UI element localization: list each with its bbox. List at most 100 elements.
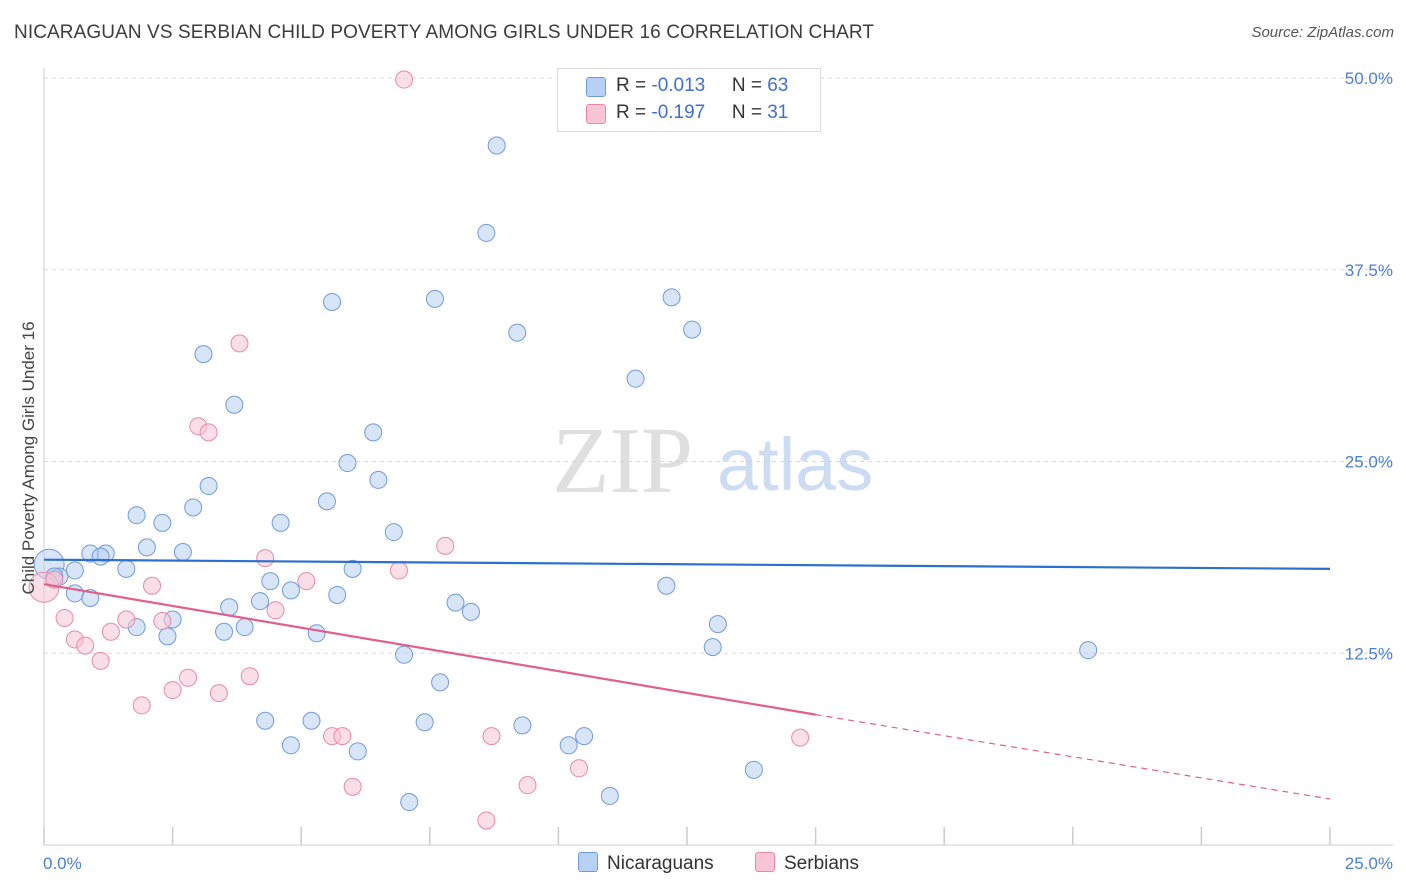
data-point-nicaraguans: [477, 223, 496, 242]
bottom-legend-label-nicaraguans: Nicaraguans: [607, 853, 714, 874]
data-point-nicaraguans: [281, 736, 300, 755]
data-point-serbians: [101, 622, 120, 641]
data-point-serbians: [55, 608, 74, 627]
data-point-nicaraguans: [508, 323, 527, 342]
data-point-nicaraguans: [626, 369, 645, 388]
legend-swatch-nicaraguans: [586, 77, 606, 97]
data-point-nicaraguans: [127, 506, 146, 525]
data-point-nicaraguans: [575, 727, 594, 746]
trend-line-serbians: [43, 583, 816, 716]
data-point-nicaraguans: [425, 289, 444, 308]
data-point-nicaraguans: [384, 523, 403, 542]
data-point-nicaraguans: [348, 742, 367, 761]
data-point-nicaraguans: [369, 470, 388, 489]
y-tick-label: 37.5%: [1345, 261, 1393, 280]
legend-r-value-serbians: -0.197: [651, 102, 706, 123]
watermark-atlas: atlas: [717, 423, 873, 506]
bottom-legend-swatch-nicaraguans: [578, 852, 598, 872]
y-tick-labels: 12.5% 25.0% 37.5% 50.0%: [1345, 69, 1393, 663]
data-point-nicaraguans: [117, 559, 136, 578]
data-point-nicaraguans: [343, 559, 362, 578]
bottom-legend-label-serbians: Serbians: [784, 853, 859, 874]
data-point-serbians: [45, 570, 64, 589]
data-point-nicaraguans: [235, 618, 254, 637]
data-point-nicaraguans: [261, 572, 280, 591]
data-point-nicaraguans: [446, 593, 465, 612]
data-point-nicaraguans: [431, 673, 450, 692]
data-point-nicaraguans: [708, 615, 727, 634]
data-point-nicaraguans: [251, 592, 270, 611]
bottom-legend-swatch-serbians: [755, 852, 775, 872]
chart-title: NICARAGUAN VS SERBIAN CHILD POVERTY AMON…: [14, 22, 875, 43]
data-point-nicaraguans: [415, 713, 434, 732]
data-point-nicaraguans: [513, 716, 532, 735]
data-point-serbians: [482, 727, 501, 746]
data-point-serbians: [436, 536, 455, 555]
data-point-serbians: [91, 651, 110, 670]
data-point-nicaraguans: [559, 736, 578, 755]
data-point-nicaraguans: [91, 547, 110, 566]
data-point-serbians: [343, 777, 362, 796]
y-tick-label: 50.0%: [1345, 69, 1393, 88]
trend-lines: [43, 558, 1331, 800]
legend-r-label: R =: [616, 75, 652, 96]
data-point-serbians: [240, 667, 259, 686]
data-point-nicaraguans: [683, 320, 702, 339]
data-point-nicaraguans: [65, 561, 84, 580]
data-point-nicaraguans: [199, 477, 218, 496]
data-point-nicaraguans: [153, 513, 172, 532]
data-point-serbians: [163, 681, 182, 700]
data-point-nicaraguans: [220, 598, 239, 617]
trend-line-nicaraguans: [43, 558, 1331, 570]
data-point-serbians: [791, 728, 810, 747]
legend-n-label: N =: [731, 102, 768, 123]
data-point-serbians: [76, 636, 95, 655]
data-point-serbians: [395, 70, 414, 89]
data-point-nicaraguans: [1079, 641, 1098, 660]
legend-r-value-nicaraguans: -0.013: [651, 75, 706, 96]
data-point-nicaraguans: [395, 645, 414, 664]
data-point-nicaraguans: [317, 492, 336, 511]
axes: [43, 68, 1393, 846]
data-point-serbians: [179, 668, 198, 687]
data-point-serbians: [132, 696, 151, 715]
data-point-nicaraguans: [364, 423, 383, 442]
y-tick-label: 25.0%: [1345, 453, 1393, 472]
data-point-nicaraguans: [744, 760, 763, 779]
x-tick-label-min: 0.0%: [43, 854, 82, 873]
data-point-nicaraguans: [256, 711, 275, 730]
data-point-nicaraguans: [662, 288, 681, 307]
data-point-serbians: [209, 684, 228, 703]
y-tick-label: 12.5%: [1345, 644, 1393, 663]
data-point-serbians: [143, 576, 162, 595]
data-point-nicaraguans: [215, 622, 234, 641]
data-point-nicaraguans: [328, 585, 347, 604]
watermark-zip: ZIP: [552, 409, 693, 513]
data-point-nicaraguans: [281, 581, 300, 600]
data-point-nicaraguans: [657, 576, 676, 595]
data-point-serbians: [389, 561, 408, 580]
x-tick-label-max: 25.0%: [1345, 854, 1393, 873]
data-point-serbians: [297, 572, 316, 591]
data-point-serbians: [230, 334, 249, 353]
data-point-nicaraguans: [600, 786, 619, 805]
data-point-nicaraguans: [323, 292, 342, 311]
data-point-serbians: [117, 610, 136, 629]
legend-r-label: R =: [616, 102, 652, 123]
data-point-nicaraguans: [461, 602, 480, 621]
trend-line-serbians-extrapolated: [815, 714, 1331, 800]
data-point-nicaraguans: [400, 793, 419, 812]
data-point-serbians: [199, 423, 218, 442]
data-point-serbians: [153, 612, 172, 631]
y-axis-label: Child Poverty Among Girls Under 16: [19, 321, 38, 594]
data-point-serbians: [256, 549, 275, 568]
correlation-legend: R = -0.013 N = 63 R = -0.197 N = 31: [557, 68, 821, 132]
chart-source: Source: ZipAtlas.com: [1251, 24, 1394, 41]
data-point-nicaraguans: [338, 454, 357, 473]
data-point-serbians: [266, 601, 285, 620]
legend-swatch-serbians: [586, 104, 606, 124]
data-point-serbians: [477, 811, 496, 830]
data-point-nicaraguans: [173, 543, 192, 562]
data-point-serbians: [518, 776, 537, 795]
